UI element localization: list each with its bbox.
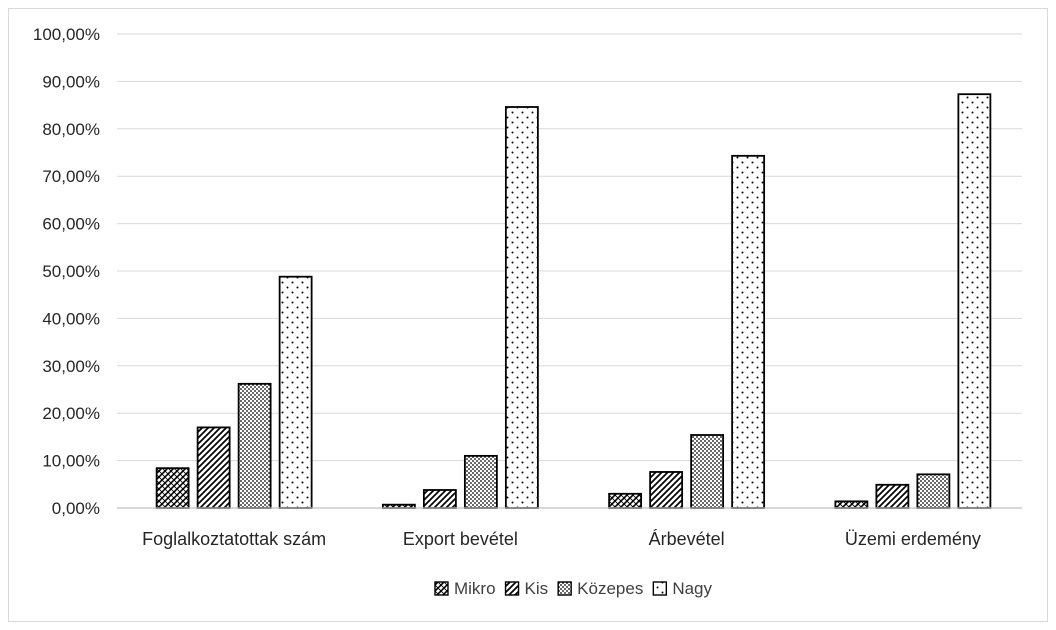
legend-label: Mikro	[454, 579, 496, 598]
legend-label: Kis	[525, 579, 549, 598]
legend-swatch	[557, 581, 572, 596]
y-tick-label: 40,00%	[42, 309, 100, 328]
x-category-label: Üzemi erdemény	[845, 529, 981, 549]
bar-mikro-4	[834, 500, 869, 509]
y-tick-label: 70,00%	[42, 167, 100, 186]
x-axis: Foglalkoztatottak szám Export bevétel Árbe…	[117, 507, 1022, 549]
bar-nagy-3	[731, 154, 766, 509]
bar-k-zepes-4	[916, 473, 951, 509]
bar-nagy-1	[278, 275, 313, 509]
bar-kis-4	[875, 483, 910, 509]
y-tick-label: 20,00%	[42, 404, 100, 423]
legend-label: Közepes	[577, 579, 643, 598]
y-tick-label: 100,00%	[33, 25, 100, 44]
x-category-label: Foglalkoztatottak szám	[142, 529, 326, 549]
y-tick-label: 0,00%	[52, 499, 100, 518]
legend: Mikro Kis Közepes Nagy	[434, 579, 713, 598]
bar-kis-3	[649, 471, 684, 509]
legend-swatch	[434, 581, 449, 596]
y-tick-label: 80,00%	[42, 120, 100, 139]
bar-kis-2	[422, 489, 457, 509]
y-tick-label: 30,00%	[42, 357, 100, 376]
y-tick-label: 60,00%	[42, 215, 100, 234]
bar-k-zepes-3	[690, 434, 725, 509]
legend-swatch	[504, 581, 520, 596]
legend-swatch	[652, 581, 668, 596]
x-category-label: Árbevétel	[649, 529, 725, 549]
y-tick-label: 90,00%	[42, 72, 100, 91]
y-tick-label: 10,00%	[42, 452, 100, 471]
legend-label: Nagy	[672, 579, 712, 598]
y-axis: 0,00% 10,00% 20,00% 30,00% 40,00% 50,00% 60,00…	[33, 25, 100, 518]
y-tick-label: 50,00%	[42, 262, 100, 281]
bar-mikro-1	[155, 467, 190, 509]
bar-nagy-4	[957, 93, 992, 509]
bar-kis-1	[196, 426, 231, 509]
bars	[155, 93, 992, 509]
bar-k-zepes-2	[463, 454, 498, 509]
bar-nagy-2	[504, 106, 539, 509]
x-category-label: Export bevétel	[403, 529, 518, 549]
bar-mikro-3	[608, 492, 643, 509]
bar-k-zepes-1	[237, 382, 272, 509]
